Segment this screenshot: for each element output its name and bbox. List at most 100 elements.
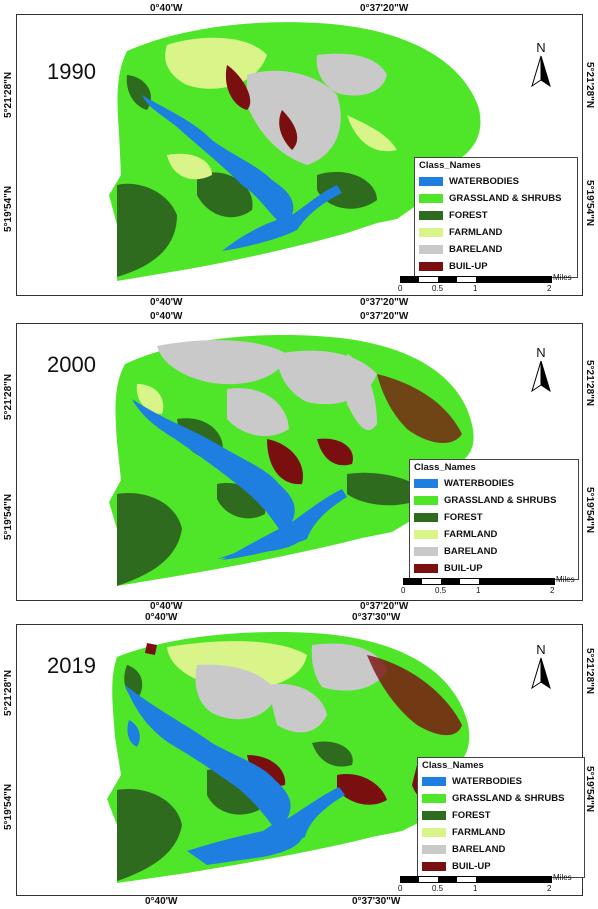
panel1-bottom-coord-left: 0°40'W: [150, 297, 183, 308]
legend-item: FARMLAND: [422, 824, 580, 841]
north-label: N: [536, 642, 546, 657]
legend-label: BARELAND: [444, 546, 498, 557]
panel1-right-coord-bottom: 5°19'54"N: [584, 180, 595, 227]
panel3-top-coord-left: 0°40'W: [145, 612, 178, 623]
legend-item: FARMLAND: [419, 224, 573, 241]
scale-tick: 0: [401, 586, 406, 595]
legend-label: WATERBODIES: [444, 478, 515, 489]
panel2-right-coord-top: 5°21'28"N: [584, 360, 595, 407]
legend-item: WATERBODIES: [419, 173, 573, 190]
map-panel-1990: 1990: [16, 14, 583, 296]
legend-label: WATERBODIES: [449, 176, 520, 187]
legend-label: GRASSLAND & SHRUBS: [444, 495, 557, 506]
legend-label: BUIL-UP: [444, 563, 483, 574]
north-arrow-icon: [531, 360, 551, 393]
scale-tick: 0.5: [432, 884, 444, 893]
scale-bar-graphic: [403, 578, 555, 585]
scale-bar-2000: 0 0.5 1 2 Miles: [401, 575, 575, 604]
legend-swatch-farmland: [414, 530, 438, 539]
legend-label: BUIL-UP: [452, 861, 491, 872]
scale-tick: 0: [398, 884, 403, 893]
legend-item: FARMLAND: [414, 526, 574, 543]
legend-swatch-farmland: [422, 828, 446, 837]
scale-tick: 0.5: [432, 284, 444, 293]
land-cover-map-2019: [107, 632, 472, 883]
legend-item: BUIL-UP: [414, 560, 574, 577]
north-arrow-2000: N: [528, 345, 554, 393]
legend-label: BARELAND: [452, 844, 506, 855]
legend-label: FARMLAND: [449, 227, 503, 238]
panel3-top-coord-right: 0°37'30"W: [352, 612, 401, 623]
scale-tick: 2: [550, 586, 555, 595]
legend-item: GRASSLAND & SHRUBS: [422, 790, 580, 807]
legend-label: FOREST: [444, 512, 483, 523]
legend-item: WATERBODIES: [414, 475, 574, 492]
legend-1990: Class_Names WATERBODIES GRASSLAND & SHRU…: [414, 157, 578, 278]
scale-unit: Miles: [553, 873, 572, 882]
legend-swatch-grassland: [414, 496, 438, 505]
legend-swatch-bareland: [422, 845, 446, 854]
panel3-right-coord-bottom: 5°19'54"N: [584, 766, 595, 813]
legend-swatch-bareland: [419, 245, 443, 254]
legend-item: BARELAND: [422, 841, 580, 858]
panel1-top-coord-right: 0°37'20"W: [360, 3, 409, 14]
legend-label: GRASSLAND & SHRUBS: [449, 193, 562, 204]
legend-item: BUIL-UP: [419, 258, 573, 275]
legend-item: BARELAND: [414, 543, 574, 560]
legend-label: FARMLAND: [452, 827, 506, 838]
year-label: 2019: [47, 653, 96, 678]
panel3-right-coord-top: 5°21'28"N: [584, 648, 595, 695]
legend-2000: Class_Names WATERBODIES GRASSLAND & SHRU…: [409, 459, 579, 580]
legend-swatch-grassland: [419, 194, 443, 203]
scale-bar-1990: 0 0.5 1 2 Miles: [398, 273, 572, 302]
year-label: 2000: [47, 352, 96, 377]
legend-swatch-builtup: [422, 862, 446, 871]
scale-tick: 0.5: [435, 586, 447, 595]
scale-tick: 2: [547, 884, 552, 893]
legend-swatch-forest: [419, 211, 443, 220]
panel3-bottom-coord-right: 0°37'30"W: [352, 896, 401, 907]
panel2-top-coord-right: 0°37'20"W: [360, 311, 409, 322]
legend-item: GRASSLAND & SHRUBS: [414, 492, 574, 509]
north-arrow-icon: [531, 657, 551, 690]
legend-swatch-builtup: [414, 564, 438, 573]
north-arrow-1990: N: [528, 40, 554, 88]
panel2-left-coord-top: 5°21'28"N: [3, 373, 14, 420]
river-and-lagoon: [142, 95, 342, 251]
land-cover-map-1990: [109, 22, 481, 281]
panel1-top-coord-left: 0°40'W: [150, 3, 183, 14]
legend-swatch-waterbodies: [422, 777, 446, 786]
panel2-bottom-coord-left: 0°40'W: [150, 601, 183, 612]
scale-bar-graphic: [400, 876, 552, 883]
legend-item: WATERBODIES: [422, 773, 580, 790]
legend-swatch-waterbodies: [414, 479, 438, 488]
legend-item: BARELAND: [419, 241, 573, 258]
legend-2019: Class_Names WATERBODIES GRASSLAND & SHRU…: [417, 757, 585, 878]
legend-swatch-grassland: [422, 794, 446, 803]
north-label: N: [536, 345, 546, 360]
scale-tick: 1: [476, 586, 481, 595]
panel2-right-coord-bottom: 5°19'54"N: [584, 487, 595, 534]
legend-item: FOREST: [422, 807, 580, 824]
panel3-left-coord-bottom: 5°19'54"N: [3, 783, 14, 830]
legend-swatch-waterbodies: [419, 177, 443, 186]
scale-unit: Miles: [556, 575, 575, 584]
legend-label: FARMLAND: [444, 529, 498, 540]
panel2-top-coord-left: 0°40'W: [150, 311, 183, 322]
legend-title: Class_Names: [422, 760, 484, 771]
north-arrow-2019: N: [528, 642, 554, 690]
panel3-left-coord-top: 5°21'28"N: [3, 669, 14, 716]
scale-bar-2019: 0 0.5 1 2 Miles: [398, 873, 572, 902]
legend-swatch-forest: [414, 513, 438, 522]
scale-tick: 2: [547, 284, 552, 293]
scale-tick: 1: [473, 884, 478, 893]
legend-item: BUIL-UP: [422, 858, 580, 875]
legend-swatch-builtup: [419, 262, 443, 271]
legend-label: GRASSLAND & SHRUBS: [452, 793, 565, 804]
scale-bar-graphic: [400, 276, 552, 283]
legend-label: BUIL-UP: [449, 261, 488, 272]
legend-item: FOREST: [419, 207, 573, 224]
year-label: 1990: [47, 59, 96, 84]
north-label: N: [536, 40, 546, 55]
scale-tick: 0: [398, 284, 403, 293]
